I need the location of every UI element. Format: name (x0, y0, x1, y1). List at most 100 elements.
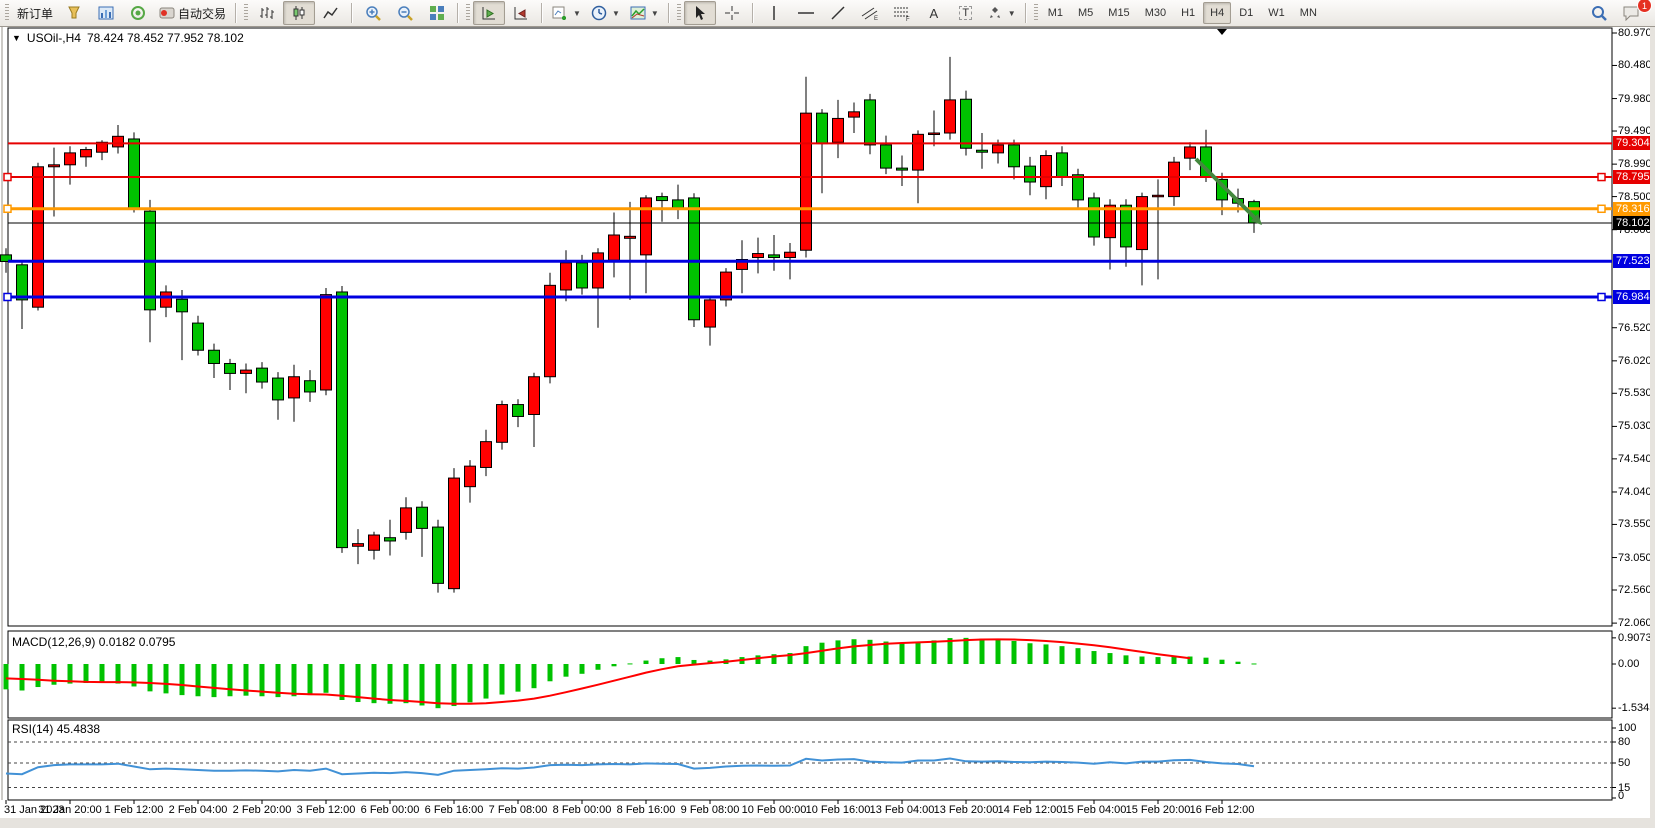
chart-shift-icon[interactable] (505, 1, 537, 25)
macd-histogram-bar (515, 664, 521, 692)
funnel-icon[interactable] (58, 1, 90, 25)
crosshair-icon[interactable] (716, 1, 748, 25)
shapes-button[interactable]: ▼ (982, 1, 1021, 25)
trendline-icon[interactable] (822, 1, 854, 25)
macd-histogram-bar (819, 642, 825, 664)
candle (288, 364, 300, 422)
candle (256, 362, 268, 389)
macd-histogram-bar (803, 646, 809, 664)
rsi-value: 45.4838 (56, 722, 101, 736)
candle-body (832, 117, 844, 143)
right-edge-strip (1650, 27, 1655, 828)
macd-histogram-bar (51, 664, 57, 685)
periods-button[interactable]: ▼ (586, 1, 625, 25)
new-chart-icon[interactable] (90, 1, 122, 25)
candle-body (976, 149, 988, 153)
signals-icon[interactable] (122, 1, 154, 25)
bar-chart-icon[interactable] (251, 1, 283, 25)
search-icon[interactable] (1583, 1, 1615, 25)
timeframe-d1[interactable]: D1 (1239, 7, 1254, 19)
horizontal-lines[interactable] (3, 142, 1612, 302)
fibonacci-icon[interactable]: F (886, 1, 918, 25)
candle (400, 497, 412, 540)
vertical-line-icon[interactable] (758, 1, 790, 25)
candle-body (944, 99, 956, 134)
templates-button[interactable]: ▼ (625, 1, 664, 25)
macd-histogram-bar (99, 664, 105, 683)
indicators-button[interactable]: ▼ (547, 1, 586, 25)
candle (208, 343, 220, 379)
time-axis-label: 6 Feb 16:00 (424, 804, 484, 816)
chevron-down-icon: ▼ (573, 8, 581, 18)
timeframe-m1[interactable]: M1 (1047, 7, 1063, 19)
text-icon[interactable]: A (929, 5, 939, 21)
text-label-icon[interactable]: T (950, 1, 982, 25)
macd-label: MACD(12,26,9) 0.0182 0.0795 (12, 635, 176, 649)
macd-histogram-bar (1155, 657, 1161, 664)
timeframe-mn[interactable]: MN (1299, 7, 1317, 19)
candle-body (896, 167, 908, 171)
chart-shift-marker[interactable] (1217, 29, 1227, 35)
macd-scale-label: -1.5343 (1618, 702, 1655, 715)
candle-body (432, 526, 444, 584)
candle-body (816, 112, 828, 145)
candle-body (544, 284, 556, 378)
macd-histogram-bar (355, 664, 361, 703)
candle (176, 289, 188, 361)
macd-histogram-bar (611, 664, 617, 667)
template-icon (630, 6, 646, 20)
equidistant-channel-icon[interactable]: E (854, 1, 886, 25)
toolbar-grip[interactable] (676, 4, 681, 22)
macd-panel[interactable] (3, 637, 1257, 709)
candle-body (576, 262, 588, 289)
candle (304, 370, 316, 402)
zoom-out-icon[interactable] (389, 1, 421, 25)
chart-canvas[interactable] (0, 27, 1655, 828)
rsi-panel[interactable] (5, 741, 1612, 788)
time-axis-label: 10 Feb 00:00 (741, 804, 807, 816)
candle-body (992, 144, 1004, 154)
timeframe-m30[interactable]: M30 (1144, 7, 1167, 19)
macd-histogram-bar (163, 664, 169, 694)
trend-arrow[interactable] (1194, 157, 1262, 225)
rsi-scale-label: 80 (1618, 736, 1631, 748)
toolbar-grip[interactable] (5, 4, 9, 22)
time-axis-label: 16 Feb 12:00 (1189, 804, 1255, 816)
cursor-icon[interactable] (683, 1, 716, 25)
candle-body (1088, 197, 1100, 238)
toolbar-grip[interactable] (1033, 4, 1038, 22)
macd-histogram-bar (643, 660, 649, 664)
candle-body (336, 291, 348, 549)
candle (976, 133, 988, 169)
candle (768, 235, 780, 271)
horizontal-line-icon[interactable] (790, 1, 822, 25)
timeframe-w1[interactable]: W1 (1268, 7, 1285, 19)
auto-trading-button[interactable]: 自动交易 (154, 1, 231, 25)
macd-histogram-bar (1235, 661, 1241, 664)
price-line-tag: 76.984 (1613, 289, 1655, 304)
timeframe-m15[interactable]: M15 (1108, 7, 1130, 19)
toolbar-grip[interactable] (466, 4, 471, 22)
candle-body (1040, 155, 1052, 188)
macd-histogram-bar (323, 664, 329, 693)
line-handle (1597, 204, 1606, 214)
chart-menu-triangle-icon[interactable]: ▼ (12, 33, 21, 43)
toolbar-grip[interactable] (244, 4, 249, 22)
zoom-in-icon[interactable] (357, 1, 389, 25)
notifications-button[interactable]: 1 (1615, 0, 1652, 25)
line-chart-icon[interactable] (315, 1, 347, 25)
candle (896, 155, 908, 186)
macd-histogram-bar (931, 640, 937, 664)
timeframe-h1[interactable]: H1 (1181, 7, 1196, 19)
timeframe-h4[interactable]: H4 (1203, 2, 1232, 24)
timeframe-m5[interactable]: M5 (1078, 7, 1094, 19)
auto-scroll-icon[interactable] (473, 1, 506, 25)
macd-histogram-bar (899, 642, 905, 664)
macd-histogram-bar (659, 658, 665, 664)
tile-windows-icon[interactable] (421, 1, 453, 25)
macd-histogram-bar (627, 663, 633, 665)
macd-histogram-bar (259, 664, 265, 697)
candlestick-chart-icon[interactable] (283, 1, 316, 25)
candle-body (704, 299, 716, 328)
new-order-button[interactable]: 新订单 (12, 1, 58, 25)
